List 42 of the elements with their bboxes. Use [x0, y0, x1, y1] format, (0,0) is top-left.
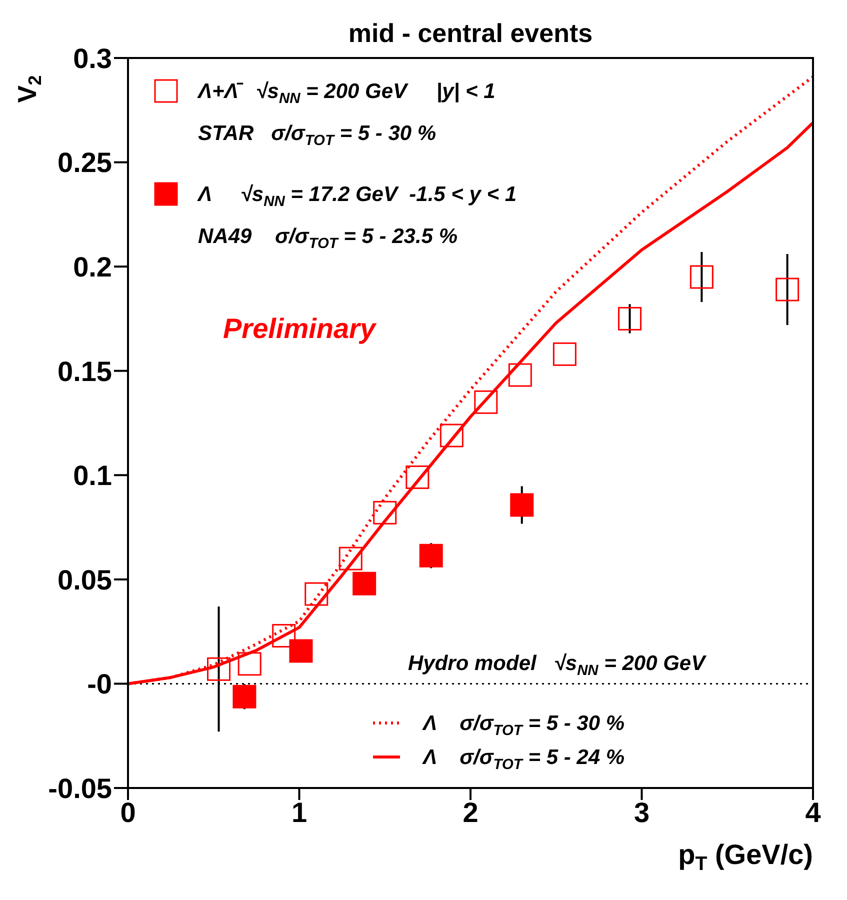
- y-tick-label: 0.15: [58, 356, 112, 387]
- chart-title: mid - central events: [348, 18, 593, 48]
- point: [440, 424, 464, 448]
- x-tick-label: 2: [462, 796, 478, 828]
- y-tick-label: 0.05: [58, 564, 112, 596]
- x-tick-label: 3: [634, 796, 650, 828]
- point: [508, 363, 532, 387]
- y-tick-label: -0.05: [48, 772, 112, 804]
- annotation: Preliminary: [223, 313, 377, 344]
- y-tick-label: -0: [87, 668, 112, 700]
- annotation: NA49 σ/σ$_{TOT}$ = 5 - 23.5 %: [198, 225, 458, 252]
- point: [272, 624, 296, 648]
- point: [690, 265, 714, 289]
- point: [304, 582, 328, 606]
- x-tick-label: 4: [805, 796, 822, 828]
- x-tick-label: 1: [291, 796, 308, 828]
- legend-label: Λ √s$_{NN}$ = 17.2 GeV -1.5 < y < 1: [197, 183, 517, 210]
- point: [618, 306, 642, 330]
- point: [776, 278, 800, 302]
- point: [510, 493, 534, 517]
- point: [232, 684, 256, 708]
- y-tick-label: 0.2: [73, 252, 112, 283]
- y-tick-label: 0.1: [73, 460, 112, 492]
- point: [338, 546, 362, 570]
- point: [207, 657, 231, 681]
- point: [474, 390, 498, 414]
- legend-label: Λ σ/σ$_{TOT}$ = 5 - 30 %: [422, 712, 625, 738]
- point: [289, 639, 313, 663]
- point: [552, 342, 576, 366]
- point: [406, 465, 430, 489]
- point: [352, 572, 376, 596]
- point: [373, 500, 397, 524]
- y-tick-label: 0.25: [58, 147, 112, 178]
- point: [238, 652, 262, 676]
- legend-label: Λ σ/σ$_{TOT}$ = 5 - 24 %: [422, 746, 625, 772]
- legend-label: Λ+Λ̄ √s$_{NN}$ = 200 GeV |y| < 1: [197, 80, 496, 106]
- y-tick-label: 0.3: [73, 42, 112, 74]
- point: [419, 544, 443, 568]
- x-axis-title: p$_{T}$ (GeV/c): [678, 839, 813, 875]
- annotation: Hydro model √s$_{NN}$ = 200 GeV: [408, 652, 708, 678]
- x-tick-label: 0: [120, 796, 136, 828]
- annotation: STAR σ/σ$_{TOT}$ = 5 - 30 %: [198, 122, 436, 148]
